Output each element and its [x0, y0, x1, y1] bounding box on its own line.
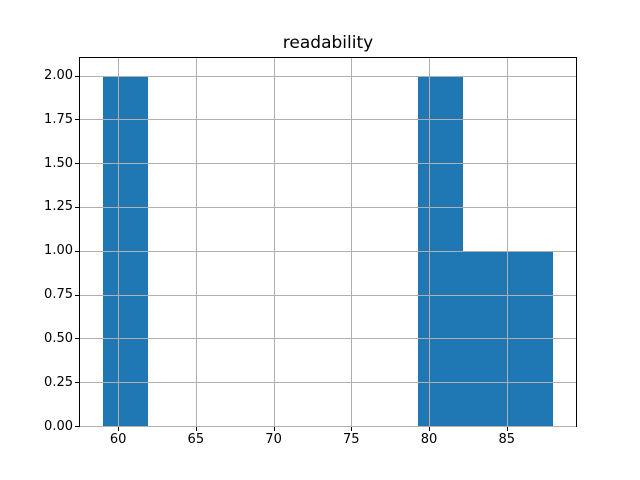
- x-tick-mark: [273, 427, 275, 431]
- gridline-horizontal: [80, 294, 576, 296]
- gridline-vertical: [351, 58, 353, 426]
- x-tick-mark: [195, 427, 197, 431]
- y-tick-label: 0.25: [44, 374, 73, 390]
- gridline-horizontal: [80, 163, 576, 165]
- plot-area: [79, 57, 577, 427]
- x-tick-label: 85: [498, 432, 516, 447]
- y-tick-label: 1.50: [44, 155, 73, 171]
- x-tick-label: 70: [265, 432, 282, 447]
- y-tick-label: 0.75: [44, 287, 73, 303]
- y-tick-mark: [75, 163, 79, 165]
- gridline-horizontal: [80, 75, 576, 77]
- x-tick-mark: [506, 427, 508, 431]
- y-tick-mark: [75, 426, 79, 427]
- y-tick-mark: [75, 338, 79, 340]
- gridline-vertical: [195, 58, 197, 426]
- y-tick-label: 0.50: [44, 330, 73, 346]
- gridline-vertical: [118, 58, 120, 426]
- histogram-bar: [508, 250, 554, 426]
- gridline-vertical: [506, 58, 508, 426]
- y-tick-mark: [75, 75, 79, 77]
- gridline-vertical: [429, 58, 431, 426]
- y-tick-label: 0.00: [44, 418, 73, 434]
- gridline-horizontal: [80, 250, 576, 252]
- chart-title: readability: [282, 33, 374, 53]
- y-tick-mark: [75, 250, 79, 252]
- x-tick-mark: [429, 427, 431, 431]
- y-tick-label: 1.25: [44, 199, 73, 215]
- gridline-vertical: [273, 58, 275, 426]
- x-tick-mark: [118, 427, 120, 431]
- x-tick-label: 60: [109, 432, 127, 447]
- gridline-horizontal: [80, 206, 576, 208]
- gridline-horizontal: [80, 119, 576, 121]
- gridline-horizontal: [80, 338, 576, 340]
- histogram-bar: [463, 250, 509, 426]
- gridline-horizontal: [80, 426, 576, 427]
- y-tick-mark: [75, 119, 79, 121]
- y-tick-mark: [75, 206, 79, 208]
- y-tick-mark: [75, 294, 79, 296]
- x-tick-label: 65: [187, 432, 205, 447]
- x-tick-mark: [351, 427, 353, 431]
- y-tick-label: 1.00: [44, 243, 73, 259]
- grid-layer: [80, 58, 576, 427]
- y-tick-label: 1.75: [44, 111, 73, 127]
- y-tick-mark: [75, 382, 79, 384]
- y-tick-label: 2.00: [44, 68, 73, 84]
- gridline-horizontal: [80, 382, 576, 384]
- x-tick-label: 80: [420, 432, 438, 447]
- x-tick-label: 75: [343, 432, 360, 447]
